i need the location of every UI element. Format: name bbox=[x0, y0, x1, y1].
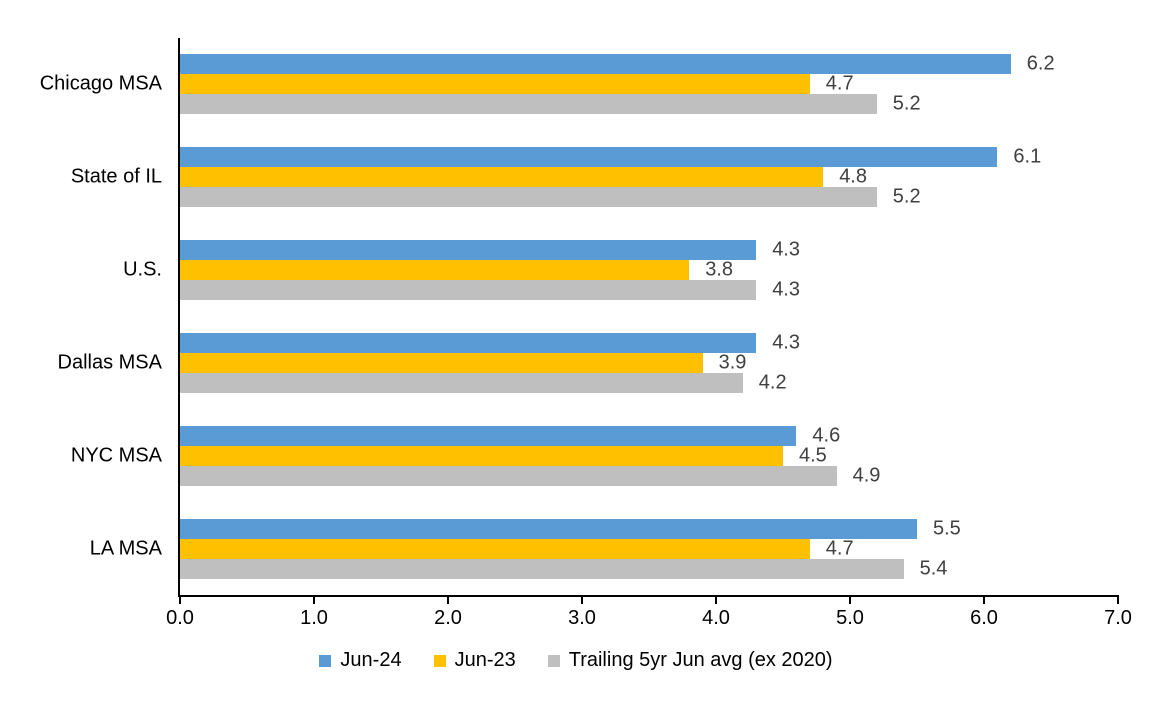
value-label-jun-24-state-of-il: 6.1 bbox=[1013, 145, 1042, 168]
category-label-state-of-il: State of IL bbox=[70, 165, 162, 188]
value-label-trailing-5yr-jun-avg-ex-2020-nyc-msa: 4.9 bbox=[852, 464, 881, 487]
bar-jun-24-la-msa bbox=[180, 518, 917, 539]
value-label-jun-24-chicago-msa: 6.2 bbox=[1026, 52, 1055, 75]
bar-jun-24-nyc-msa bbox=[180, 425, 797, 446]
bar-trailing-5yr-jun-avg-ex-2020-la-msa bbox=[180, 558, 904, 579]
value-label-jun-23-state-of-il: 4.8 bbox=[839, 165, 867, 188]
legend-label: Jun-23 bbox=[454, 649, 516, 671]
x-axis-line bbox=[178, 595, 1119, 597]
bar-jun-23-u-s bbox=[180, 260, 690, 281]
legend-item-trailing-5yr-jun-avg-ex-2020: Trailing 5yr Jun avg (ex 2020) bbox=[547, 649, 833, 672]
x-tick-label-4.0: 4.0 bbox=[702, 607, 730, 629]
x-tick-4.0 bbox=[715, 597, 717, 604]
bar-trailing-5yr-jun-avg-ex-2020-dallas-msa bbox=[180, 372, 743, 393]
category-label-la-msa: LA MSA bbox=[89, 537, 162, 560]
x-tick-0.0 bbox=[179, 597, 181, 604]
category-label-nyc-msa: NYC MSA bbox=[70, 444, 162, 467]
bar-jun-24-dallas-msa bbox=[180, 332, 757, 353]
x-tick-2.0 bbox=[447, 597, 449, 604]
bar-trailing-5yr-jun-avg-ex-2020-chicago-msa bbox=[180, 94, 877, 115]
value-label-jun-23-nyc-msa: 4.5 bbox=[799, 444, 827, 467]
bar-jun-23-chicago-msa bbox=[180, 74, 810, 95]
bar-jun-23-la-msa bbox=[180, 538, 810, 559]
category-label-dallas-msa: Dallas MSA bbox=[57, 351, 162, 374]
value-label-trailing-5yr-jun-avg-ex-2020-state-of-il: 5.2 bbox=[892, 185, 921, 208]
category-label-chicago-msa: Chicago MSA bbox=[39, 72, 162, 95]
x-tick-1.0 bbox=[313, 597, 315, 604]
bar-jun-23-state-of-il bbox=[180, 167, 824, 188]
y-axis-line bbox=[178, 38, 180, 597]
bar-jun-24-state-of-il bbox=[180, 147, 998, 168]
x-tick-7.0 bbox=[1117, 597, 1119, 604]
x-tick-label-2.0: 2.0 bbox=[434, 607, 462, 629]
bar-trailing-5yr-jun-avg-ex-2020-u-s bbox=[180, 280, 757, 301]
x-tick-6.0 bbox=[983, 597, 985, 604]
legend: Jun-24 Jun-23 Trailing 5yr Jun avg (ex 202… bbox=[0, 649, 1152, 672]
bar-jun-24-chicago-msa bbox=[180, 54, 1011, 75]
x-tick-label-0.0: 0.0 bbox=[166, 607, 194, 629]
bar-jun-23-dallas-msa bbox=[180, 352, 703, 373]
x-tick-3.0 bbox=[581, 597, 583, 604]
bar-trailing-5yr-jun-avg-ex-2020-state-of-il bbox=[180, 187, 877, 208]
x-tick-5.0 bbox=[849, 597, 851, 604]
x-tick-label-1.0: 1.0 bbox=[300, 607, 328, 629]
value-label-jun-24-nyc-msa: 4.6 bbox=[812, 424, 841, 447]
value-label-jun-24-la-msa: 5.5 bbox=[933, 517, 961, 540]
value-label-jun-23-chicago-msa: 4.7 bbox=[825, 72, 854, 95]
value-label-trailing-5yr-jun-avg-ex-2020-chicago-msa: 5.2 bbox=[892, 92, 921, 115]
value-label-jun-24-u-s: 4.3 bbox=[772, 238, 800, 261]
legend-swatch-icon bbox=[319, 654, 332, 667]
value-label-trailing-5yr-jun-avg-ex-2020-dallas-msa: 4.2 bbox=[758, 371, 787, 394]
x-tick-label-6.0: 6.0 bbox=[970, 607, 998, 629]
plot-area: 6.2 4.7 5.2 6.1 4.8 5.2 4.3 3.8 4.3 4.3 3.9 4.2 4.6 4… bbox=[180, 38, 1118, 595]
legend-label: Jun-24 bbox=[340, 649, 402, 671]
value-label-jun-24-dallas-msa: 4.3 bbox=[772, 331, 800, 354]
value-label-trailing-5yr-jun-avg-ex-2020-la-msa: 5.4 bbox=[919, 557, 948, 580]
bar-jun-23-nyc-msa bbox=[180, 445, 783, 466]
bar-trailing-5yr-jun-avg-ex-2020-nyc-msa bbox=[180, 465, 837, 486]
value-label-trailing-5yr-jun-avg-ex-2020-u-s: 4.3 bbox=[772, 278, 800, 301]
legend-item-jun-24: Jun-24 bbox=[319, 649, 402, 672]
category-label-u-s: U.S. bbox=[123, 258, 162, 281]
bar-jun-24-u-s bbox=[180, 240, 757, 261]
x-tick-label-7.0: 7.0 bbox=[1104, 607, 1132, 629]
legend-label: Trailing 5yr Jun avg (ex 2020) bbox=[568, 649, 833, 671]
legend-item-jun-23: Jun-23 bbox=[433, 649, 516, 672]
value-label-jun-23-la-msa: 4.7 bbox=[825, 537, 854, 560]
value-label-jun-23-u-s: 3.8 bbox=[705, 258, 733, 281]
x-tick-label-3.0: 3.0 bbox=[568, 607, 596, 629]
value-label-jun-23-dallas-msa: 3.9 bbox=[718, 351, 747, 374]
legend-swatch-icon bbox=[433, 654, 446, 667]
x-tick-label-5.0: 5.0 bbox=[836, 607, 864, 629]
legend-swatch-icon bbox=[547, 654, 560, 667]
